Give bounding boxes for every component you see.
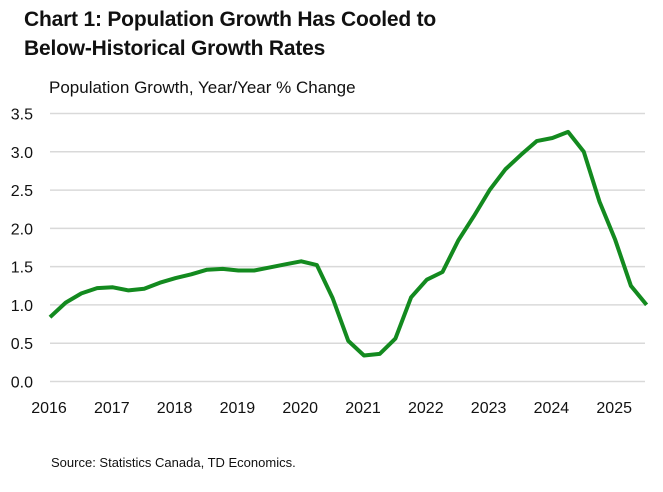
y-tick-label: 2.0 (11, 221, 33, 238)
x-tick-label: 2021 (345, 400, 381, 417)
x-tick-label: 2025 (596, 400, 632, 417)
gridlines (50, 112, 645, 383)
y-tick-label: 0.5 (11, 336, 33, 353)
x-tick-label: 2018 (157, 400, 193, 417)
x-tick-label: 2024 (534, 400, 570, 417)
chart-subtitle: Population Growth, Year/Year % Change (49, 78, 356, 97)
x-tick-label: 2017 (94, 400, 130, 417)
series-group (48, 129, 649, 358)
source-note: Source: Statistics Canada, TD Economics. (51, 455, 296, 470)
x-tick-label: 2016 (31, 400, 67, 417)
x-tick-label: 2019 (220, 400, 256, 417)
y-tick-label: 1.5 (11, 260, 33, 277)
chart-title-line-1: Chart 1: Population Growth Has Cooled to (24, 8, 437, 31)
x-axis-ticks: 2016 2017 2018 2019 2020 2021 2022 2023 2024 2025 (31, 400, 632, 417)
chart-title: Chart 1: Population Growth Has Cooled to… (24, 5, 584, 63)
y-tick-label: 0.0 (11, 375, 33, 392)
y-axis-ticks: 0.0 0.5 1.0 1.5 2.0 2.5 3.0 3.5 (11, 107, 33, 392)
y-tick-label: 3.0 (11, 145, 33, 162)
chart-title-line-2: Below-Historical Growth Rates (24, 37, 326, 60)
y-tick-label: 1.0 (11, 298, 33, 315)
x-tick-label: 2023 (471, 400, 507, 417)
y-tick-label: 3.5 (11, 107, 33, 124)
x-tick-label: 2022 (408, 400, 444, 417)
series-line-population-growth (48, 129, 649, 358)
x-tick-label: 2020 (282, 400, 318, 417)
y-tick-label: 2.5 (11, 183, 33, 200)
